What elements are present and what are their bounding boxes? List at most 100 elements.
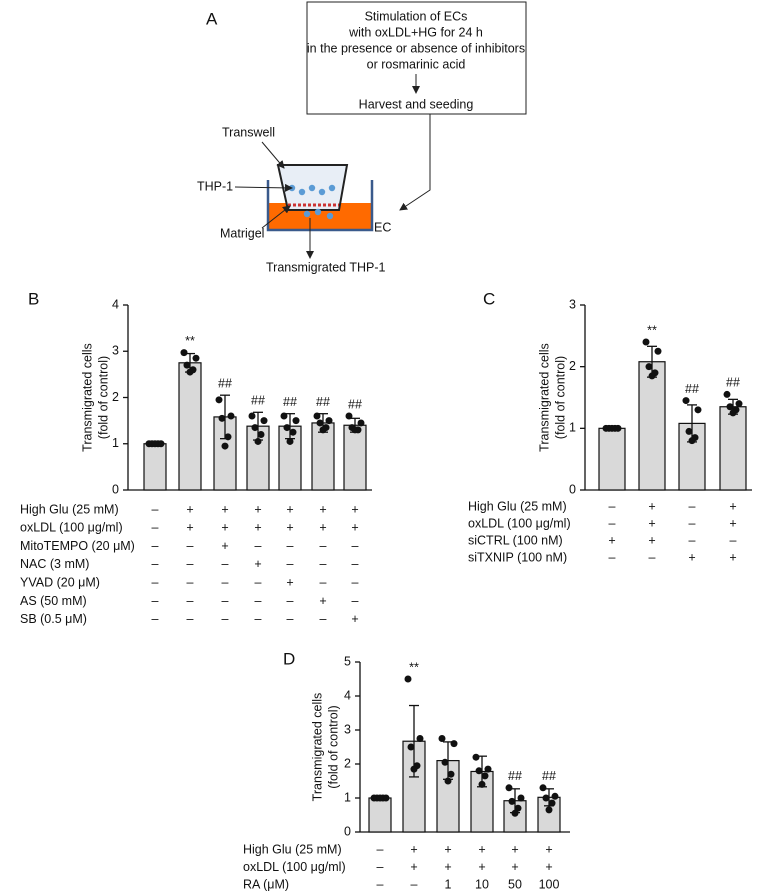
condition-mark: – bbox=[609, 550, 616, 564]
data-point bbox=[260, 417, 268, 425]
data-point bbox=[215, 396, 223, 404]
condition-mark: + bbox=[444, 842, 451, 856]
condition-mark: – bbox=[287, 612, 294, 626]
data-point bbox=[254, 437, 262, 445]
panel-label: C bbox=[483, 289, 495, 308]
condition-mark: – bbox=[377, 842, 384, 856]
data-point bbox=[292, 417, 300, 425]
data-point bbox=[545, 806, 553, 814]
condition-mark: 10 bbox=[475, 877, 489, 891]
condition-mark: + bbox=[286, 502, 293, 516]
condition-mark: + bbox=[648, 499, 655, 513]
condition-label: oxLDL (100 μg/ml) bbox=[20, 521, 123, 535]
condition-mark: + bbox=[478, 842, 485, 856]
condition-label: High Glu (25 mM) bbox=[20, 502, 119, 516]
condition-label: oxLDL (100 μg/ml) bbox=[243, 860, 346, 874]
data-point bbox=[548, 799, 556, 807]
data-point bbox=[508, 797, 516, 805]
data-point bbox=[180, 349, 188, 357]
pointer bbox=[234, 183, 293, 192]
condition-mark: – bbox=[187, 612, 194, 626]
data-point bbox=[251, 424, 259, 432]
data-point bbox=[654, 347, 662, 355]
condition-mark: – bbox=[352, 594, 359, 608]
condition-mark: + bbox=[254, 521, 261, 535]
data-point bbox=[723, 390, 731, 398]
y-tick-label: 0 bbox=[112, 482, 119, 496]
significance: ## bbox=[251, 394, 265, 408]
condition-mark: – bbox=[222, 594, 229, 608]
data-point bbox=[475, 767, 483, 775]
y-axis-label: (fold of control) bbox=[326, 705, 340, 788]
condition-mark: – bbox=[222, 575, 229, 589]
data-point bbox=[316, 419, 324, 427]
data-point bbox=[345, 412, 353, 420]
data-point bbox=[286, 437, 294, 445]
condition-mark: – bbox=[352, 539, 359, 553]
condition-mark: – bbox=[152, 575, 159, 589]
condition-mark: – bbox=[287, 557, 294, 571]
condition-mark: 1 bbox=[445, 877, 452, 891]
data-point bbox=[283, 424, 291, 432]
label: Transwell bbox=[222, 125, 275, 139]
condition-mark: – bbox=[730, 533, 737, 547]
y-axis-label: Transmigrated cells bbox=[310, 693, 324, 802]
condition-label: NAC (3 mM) bbox=[20, 557, 89, 571]
bar bbox=[368, 797, 392, 833]
condition-mark: – bbox=[152, 594, 159, 608]
data-point bbox=[410, 765, 418, 773]
bar bbox=[178, 362, 202, 491]
condition-mark: + bbox=[648, 516, 655, 530]
data-point bbox=[642, 338, 650, 346]
condition-label: AS (50 mM) bbox=[20, 594, 87, 608]
condition-mark: – bbox=[222, 557, 229, 571]
data-point bbox=[257, 431, 265, 438]
condition-mark: + bbox=[351, 521, 358, 535]
significance: ## bbox=[542, 769, 556, 783]
bar bbox=[598, 427, 626, 491]
y-tick-label: 4 bbox=[112, 297, 119, 311]
label: THP-1 bbox=[197, 179, 233, 193]
condition-mark: – bbox=[320, 539, 327, 553]
significance: ## bbox=[283, 395, 297, 409]
label: Transmigrated THP-1 bbox=[266, 260, 386, 274]
data-point bbox=[685, 427, 693, 435]
condition-mark: 100 bbox=[539, 877, 560, 891]
condition-label: RA (μM) bbox=[243, 877, 289, 891]
data-point bbox=[404, 675, 412, 683]
box-text: Harvest and seeding bbox=[359, 97, 474, 111]
data-point bbox=[645, 363, 653, 371]
data-point bbox=[694, 406, 702, 414]
data-point bbox=[517, 794, 525, 802]
condition-mark: + bbox=[319, 594, 326, 608]
condition-mark: – bbox=[649, 550, 656, 564]
significance: ## bbox=[508, 769, 522, 783]
data-point bbox=[539, 784, 547, 792]
data-point bbox=[289, 428, 297, 436]
condition-mark: + bbox=[319, 521, 326, 535]
data-point bbox=[227, 412, 235, 420]
condition-mark: + bbox=[444, 860, 451, 874]
condition-mark: – bbox=[187, 575, 194, 589]
data-point bbox=[218, 414, 226, 422]
condition-mark: – bbox=[320, 612, 327, 626]
bar bbox=[143, 443, 167, 491]
condition-mark: – bbox=[689, 533, 696, 547]
significance: ## bbox=[685, 382, 699, 396]
data-point bbox=[472, 753, 480, 761]
condition-mark: – bbox=[287, 539, 294, 553]
y-tick-label: 3 bbox=[344, 722, 351, 736]
bar bbox=[719, 406, 747, 491]
condition-mark: – bbox=[187, 557, 194, 571]
data-point bbox=[280, 412, 288, 420]
condition-mark: + bbox=[545, 860, 552, 874]
y-tick-label: 4 bbox=[344, 688, 351, 702]
data-point bbox=[735, 400, 743, 408]
condition-mark: 50 bbox=[508, 877, 522, 891]
data-point bbox=[551, 792, 559, 800]
condition-mark: – bbox=[352, 557, 359, 571]
condition-mark: + bbox=[478, 860, 485, 874]
significance: ## bbox=[218, 376, 232, 390]
condition-label: High Glu (25 mM) bbox=[243, 842, 342, 856]
condition-label: High Glu (25 mM) bbox=[468, 499, 567, 513]
